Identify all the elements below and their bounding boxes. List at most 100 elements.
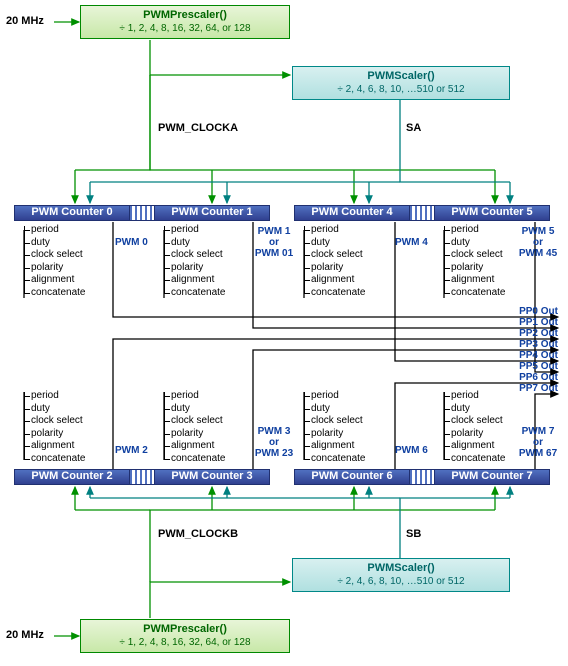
freq-top: 20 MHz — [6, 15, 44, 27]
counter-5: PWM Counter 5 — [434, 205, 550, 221]
counter-7: PWM Counter 7 — [434, 469, 550, 485]
attr-polarity: polarity — [444, 428, 506, 441]
scaler-bot: PWMScaler() ÷ 2, 4, 6, 8, 10, …510 or 51… — [292, 558, 510, 592]
counter-2: PWM Counter 2 — [14, 469, 130, 485]
prescaler-bot: PWMPrescaler() ÷ 1, 2, 4, 8, 16, 32, 64,… — [80, 619, 290, 653]
attr-concatenate: concatenate — [304, 287, 366, 300]
attrs-1: perioddutyclock selectpolarityalignmentc… — [164, 224, 226, 299]
attr-period: period — [164, 224, 226, 237]
attr-alignment: alignment — [444, 440, 506, 453]
counter-3: PWM Counter 3 — [154, 469, 270, 485]
sb-label: SB — [406, 528, 421, 540]
pwm4: PWM 4 — [395, 237, 428, 248]
scaler-fn: PWMScaler() — [367, 70, 434, 83]
attr-alignment: alignment — [24, 274, 86, 287]
attr-period: period — [304, 224, 366, 237]
attr-polarity: polarity — [24, 428, 86, 441]
counter-0: PWM Counter 0 — [14, 205, 130, 221]
attr-clock-select: clock select — [304, 415, 366, 428]
pwm0: PWM 0 — [115, 237, 148, 248]
clkb-label: PWM_CLOCKB — [158, 528, 238, 540]
attrs-3: perioddutyclock selectpolarityalignmentc… — [164, 390, 226, 465]
attr-polarity: polarity — [444, 262, 506, 275]
counter-6: PWM Counter 6 — [294, 469, 410, 485]
attr-polarity: polarity — [164, 262, 226, 275]
attrs-5: perioddutyclock selectpolarityalignmentc… — [444, 224, 506, 299]
sa-label: SA — [406, 122, 421, 134]
attr-duty: duty — [164, 403, 226, 416]
attr-clock-select: clock select — [444, 415, 506, 428]
attr-concatenate: concatenate — [164, 453, 226, 466]
attr-concatenate: concatenate — [444, 453, 506, 466]
attrs-4: perioddutyclock selectpolarityalignmentc… — [304, 224, 366, 299]
attr-clock-select: clock select — [24, 249, 86, 262]
clka-label: PWM_CLOCKA — [158, 122, 238, 134]
pwm5: PWM 5orPWM 45 — [516, 226, 560, 259]
attr-concatenate: concatenate — [24, 287, 86, 300]
scaler-div: ÷ 2, 4, 6, 8, 10, …510 or 512 — [337, 84, 464, 96]
attr-duty: duty — [24, 237, 86, 250]
attr-alignment: alignment — [304, 274, 366, 287]
counter-4: PWM Counter 4 — [294, 205, 410, 221]
attr-alignment: alignment — [304, 440, 366, 453]
hatch-45 — [410, 205, 434, 221]
attr-concatenate: concatenate — [164, 287, 226, 300]
pwm1: PWM 1orPWM 01 — [254, 226, 294, 259]
attr-polarity: polarity — [304, 262, 366, 275]
attr-duty: duty — [444, 237, 506, 250]
pp1: PP1 Out — [519, 317, 558, 328]
attr-clock-select: clock select — [164, 415, 226, 428]
attrs-2: perioddutyclock selectpolarityalignmentc… — [24, 390, 86, 465]
prescaler-top: PWMPrescaler() ÷ 1, 2, 4, 8, 16, 32, 64,… — [80, 5, 290, 39]
attr-clock-select: clock select — [304, 249, 366, 262]
pwm6: PWM 6 — [395, 445, 428, 456]
attr-duty: duty — [24, 403, 86, 416]
attr-clock-select: clock select — [444, 249, 506, 262]
attr-period: period — [304, 390, 366, 403]
pp4: PP4 Out — [519, 350, 558, 361]
scaler-div-b: ÷ 2, 4, 6, 8, 10, …510 or 512 — [337, 576, 464, 588]
pp3: PP3 Out — [519, 339, 558, 350]
hatch-01 — [130, 205, 154, 221]
attr-alignment: alignment — [164, 274, 226, 287]
attr-concatenate: concatenate — [304, 453, 366, 466]
attr-concatenate: concatenate — [24, 453, 86, 466]
attr-duty: duty — [444, 403, 506, 416]
attr-period: period — [24, 224, 86, 237]
scaler-fn-b: PWMScaler() — [367, 562, 434, 575]
attr-period: period — [444, 390, 506, 403]
attrs-6: perioddutyclock selectpolarityalignmentc… — [304, 390, 366, 465]
prescaler-fn-b: PWMPrescaler() — [143, 623, 227, 636]
attr-duty: duty — [304, 237, 366, 250]
pp2: PP2 Out — [519, 328, 558, 339]
attr-period: period — [164, 390, 226, 403]
prescaler-div: ÷ 1, 2, 4, 8, 16, 32, 64, or 128 — [119, 23, 250, 35]
attr-concatenate: concatenate — [444, 287, 506, 300]
prescaler-div-b: ÷ 1, 2, 4, 8, 16, 32, 64, or 128 — [119, 637, 250, 649]
attr-alignment: alignment — [444, 274, 506, 287]
pp5: PP5 Out — [519, 361, 558, 372]
counter-1: PWM Counter 1 — [154, 205, 270, 221]
attr-duty: duty — [164, 237, 226, 250]
attr-period: period — [444, 224, 506, 237]
pp6: PP6 Out — [519, 372, 558, 383]
attrs-7: perioddutyclock selectpolarityalignmentc… — [444, 390, 506, 465]
pwm3: PWM 3orPWM 23 — [254, 426, 294, 459]
pp0: PP0 Out — [519, 306, 558, 317]
attr-alignment: alignment — [164, 440, 226, 453]
attr-clock-select: clock select — [164, 249, 226, 262]
attr-polarity: polarity — [304, 428, 366, 441]
pp7: PP7 Out — [519, 383, 558, 394]
attr-period: period — [24, 390, 86, 403]
hatch-23 — [130, 469, 154, 485]
pwm2: PWM 2 — [115, 445, 148, 456]
attr-polarity: polarity — [24, 262, 86, 275]
attr-clock-select: clock select — [24, 415, 86, 428]
freq-bot: 20 MHz — [6, 629, 44, 641]
pwm7: PWM 7orPWM 67 — [516, 426, 560, 459]
prescaler-fn: PWMPrescaler() — [143, 9, 227, 22]
attr-polarity: polarity — [164, 428, 226, 441]
attr-duty: duty — [304, 403, 366, 416]
hatch-67 — [410, 469, 434, 485]
attrs-0: perioddutyclock selectpolarityalignmentc… — [24, 224, 86, 299]
